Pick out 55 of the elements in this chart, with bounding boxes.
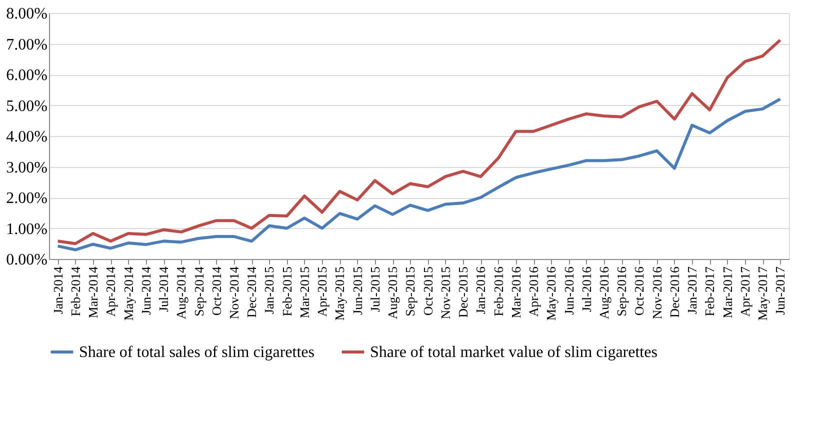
y-tick-label: 4.00% — [6, 128, 48, 146]
x-tick-label: Aug-2015 — [385, 266, 400, 320]
x-tick-label: Sep-2015 — [402, 266, 418, 316]
x-tick-label: Nov-2016 — [649, 266, 664, 320]
x-tick-label: Mar-2017 — [720, 266, 735, 318]
x-tick-label: Aug-2016 — [596, 266, 612, 320]
x-tick-label: Dec-2014 — [244, 266, 260, 318]
x-tick-label: Oct-2014 — [208, 266, 224, 316]
x-tick-label: Jun-2017 — [772, 266, 788, 315]
x-tick-label: Jan-2014 — [50, 266, 66, 314]
x-tick-label: Dec-2015 — [456, 266, 471, 318]
x-tick-label: Jan-2015 — [262, 266, 277, 314]
x-tick-label: Feb-2016 — [490, 266, 506, 316]
x-tick-label: Feb-2014 — [68, 266, 83, 316]
x-tick-label: Apr-2016 — [526, 266, 542, 317]
x-tick-label: May-2014 — [120, 266, 136, 321]
line-series — [56, 38, 782, 246]
x-tick-label: Jan-2017 — [684, 266, 700, 314]
x-tick-label: Mar-2015 — [296, 266, 312, 318]
x-tick-label: May-2016 — [544, 266, 559, 321]
x-tick-label: Jun-2014 — [138, 266, 154, 315]
x-tick-label: Jul-2014 — [156, 266, 172, 312]
x-tick-label: Feb-2015 — [279, 266, 294, 316]
x-tick-label: Oct-2015 — [420, 266, 436, 316]
y-tick-label: 6.00% — [6, 67, 48, 84]
x-tick-label: Oct-2016 — [632, 266, 647, 316]
x-tick-label: Jul-2015 — [367, 266, 382, 312]
line-series — [56, 98, 782, 252]
legend-label: Share of total market value of slim cigarettes — [370, 344, 658, 361]
y-tick-label: 5.00% — [6, 98, 48, 115]
x-tick-label: Jun-2016 — [561, 266, 576, 315]
x-tick-label: Mar-2014 — [86, 266, 101, 318]
x-tick-label: Feb-2017 — [702, 266, 718, 316]
x-tick-label: Mar-2016 — [508, 266, 524, 318]
y-tick-label: 7.00% — [6, 36, 48, 54]
x-tick-label: Jul-2016 — [578, 266, 594, 312]
x-tick-label: Dec-2016 — [666, 266, 682, 318]
x-tick-label: Apr-2017 — [737, 266, 752, 317]
x-tick-label: May-2015 — [332, 266, 348, 321]
x-tick-label: Nov-2014 — [226, 266, 242, 320]
x-tick-label: Sep-2014 — [191, 266, 206, 316]
x-tick-label: Apr-2014 — [103, 266, 118, 317]
y-tick-label: 3.00% — [6, 159, 48, 176]
y-tick-label: 8.00% — [6, 6, 48, 22]
x-tick-label: Sep-2016 — [614, 266, 630, 316]
y-tick-label: 2.00% — [6, 190, 48, 207]
x-tick-label: Aug-2014 — [174, 266, 189, 320]
legend-label: Share of total sales of slim cigarettes — [79, 344, 314, 361]
x-tick-label: Jun-2015 — [350, 266, 365, 315]
x-tick-label: Apr-2015 — [314, 266, 330, 317]
y-tick-label: 0.00% — [6, 252, 48, 268]
x-tick-label: Nov-2015 — [438, 266, 453, 320]
x-tick-label: May-2017 — [755, 266, 770, 321]
y-tick-label: 1.00% — [6, 220, 48, 238]
x-tick-label: Jan-2016 — [473, 266, 488, 314]
